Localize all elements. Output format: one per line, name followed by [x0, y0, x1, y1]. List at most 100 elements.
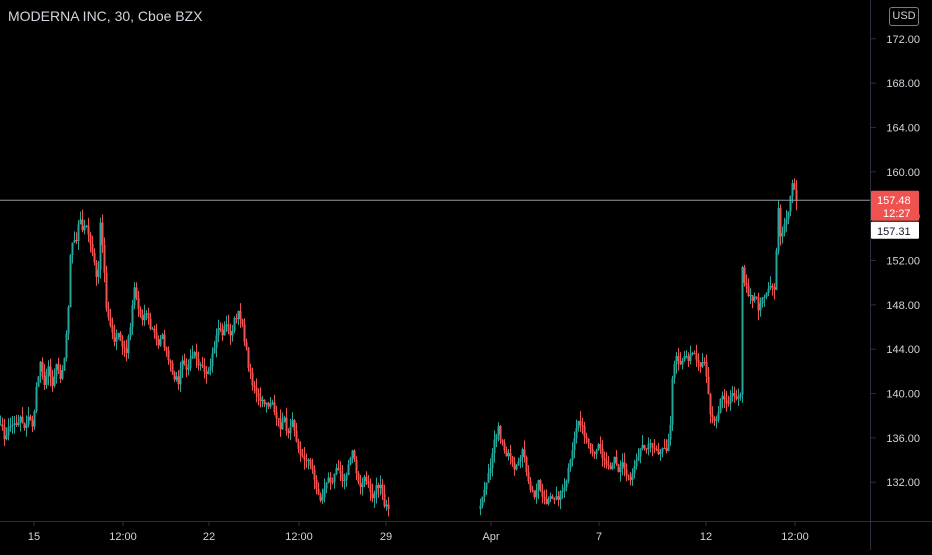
candle-body: [323, 488, 326, 498]
candle-body: [49, 366, 52, 377]
candle-body: [615, 456, 618, 464]
candle-body: [35, 386, 38, 411]
last-price-label: 157.48: [877, 195, 911, 207]
candle-body: [535, 489, 538, 498]
candle-body: [579, 420, 582, 426]
candle-body: [363, 476, 366, 485]
candle-body: [727, 403, 730, 405]
candle-body: [21, 416, 24, 424]
candle-body: [543, 496, 546, 499]
candle-body: [493, 439, 496, 454]
candle-body: [297, 441, 300, 449]
candle-body: [559, 491, 562, 501]
candle-body: [343, 480, 346, 482]
candle-body: [197, 358, 200, 366]
candle-body: [121, 340, 124, 347]
candle-body: [111, 325, 114, 333]
candle-body: [783, 224, 786, 233]
candle-body: [281, 422, 284, 430]
time-tick-label: 7: [596, 531, 602, 543]
candle-body: [689, 353, 692, 361]
candle-body: [743, 267, 746, 284]
candle-body: [63, 358, 66, 371]
currency-button[interactable]: USD: [889, 7, 919, 26]
candle-body: [671, 378, 674, 425]
candle-body: [161, 334, 164, 339]
candle-body: [525, 457, 528, 473]
candle-body: [159, 338, 162, 346]
time-tick-label: 12: [700, 531, 712, 543]
candle-body: [315, 479, 318, 489]
candle-body: [677, 356, 680, 362]
candle-body: [229, 331, 232, 336]
candle-body: [305, 459, 308, 461]
candle-body: [177, 376, 180, 385]
candle-body: [187, 368, 190, 370]
candle-body: [163, 334, 166, 348]
candle-body: [641, 444, 644, 449]
candle-body: [609, 465, 612, 470]
candle-body: [257, 392, 260, 398]
candle-body: [505, 450, 508, 457]
candle-body: [133, 287, 136, 306]
candle-body: [519, 457, 522, 462]
candle-body: [319, 494, 322, 501]
candle-body: [55, 364, 58, 377]
candle-body: [353, 450, 356, 460]
candle-body: [377, 484, 380, 489]
candle-body: [527, 472, 530, 482]
candle-body: [745, 283, 748, 286]
candle-body: [655, 448, 658, 450]
candle-body: [339, 470, 342, 474]
candle-body: [173, 371, 176, 380]
candle-body: [739, 394, 742, 398]
time-tick-label: 29: [380, 531, 392, 543]
candle-body: [501, 439, 504, 443]
candle-body: [639, 448, 642, 457]
candle-body: [487, 473, 490, 483]
candle-body: [787, 211, 790, 219]
candle-body: [351, 450, 354, 458]
candle-body: [79, 219, 82, 225]
candle-body: [295, 430, 298, 442]
candle-body: [379, 484, 382, 489]
candle-body: [687, 356, 690, 361]
candle-body: [495, 434, 498, 440]
candle-body: [663, 448, 666, 450]
candle-body: [757, 297, 760, 311]
candle-body: [199, 364, 202, 366]
candle-body: [355, 459, 358, 474]
candle-body: [213, 347, 216, 354]
candle-body: [25, 424, 28, 428]
candle-body: [225, 324, 228, 326]
candle-body: [5, 435, 8, 440]
candle-body: [123, 346, 126, 349]
candle-body: [651, 443, 654, 448]
candle-body: [497, 425, 500, 435]
time-tick-label: Apr: [482, 531, 499, 543]
candle-body: [141, 315, 144, 321]
price-tick-label: 152.00: [886, 256, 920, 268]
candle-body: [587, 438, 590, 443]
candle-body: [725, 399, 728, 404]
time-axis: 15 12:00 22 12:00 29 Apr 7 12 12:00: [28, 521, 809, 543]
candle-body: [209, 365, 212, 371]
price-tick-label: 168.00: [886, 78, 920, 90]
candle-body: [259, 397, 262, 401]
candle-body: [313, 469, 316, 480]
candle-body: [375, 484, 378, 495]
candle-body: [221, 329, 224, 336]
candle-body: [155, 332, 158, 340]
candle-body: [291, 420, 294, 428]
candle-body: [145, 313, 148, 315]
candle-body: [657, 449, 660, 455]
candle-body: [235, 318, 238, 320]
candle-body: [617, 463, 620, 473]
last-price-label-bg: [871, 190, 919, 221]
candle-body: [361, 484, 364, 487]
candle-body: [267, 402, 270, 407]
candle-body: [619, 467, 622, 473]
candle-body: [595, 450, 598, 454]
